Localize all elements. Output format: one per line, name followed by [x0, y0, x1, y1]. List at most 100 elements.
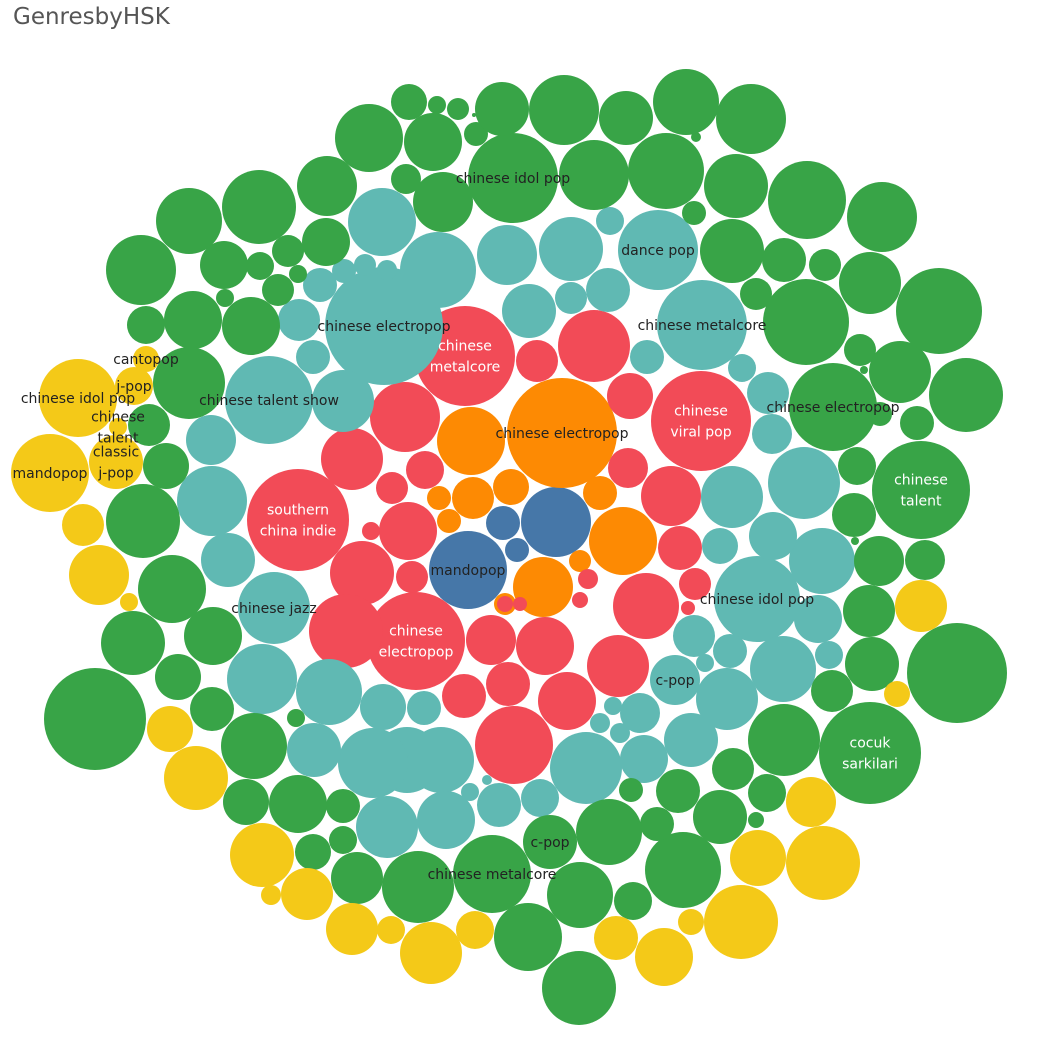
bubble-green[interactable] [287, 709, 305, 727]
bubble-green[interactable] [164, 291, 222, 349]
bubble-yellow[interactable] [89, 435, 143, 489]
bubble-red[interactable] [516, 340, 558, 382]
bubble-red[interactable] [379, 502, 437, 560]
bubble-green[interactable] [838, 447, 876, 485]
bubble-teal[interactable] [789, 528, 855, 594]
bubble-yellow[interactable] [704, 885, 778, 959]
bubble-red[interactable] [396, 561, 428, 593]
bubble-green[interactable] [106, 235, 176, 305]
bubble-green[interactable] [529, 75, 599, 145]
bubble-orange[interactable] [437, 509, 461, 533]
bubble-green[interactable] [704, 154, 768, 218]
bubble-green[interactable] [143, 443, 189, 489]
bubble-teal[interactable] [815, 641, 843, 669]
bubble-green[interactable] [184, 607, 242, 665]
bubble-green[interactable] [127, 306, 165, 344]
bubble-teal[interactable] [618, 210, 698, 290]
bubble-green[interactable] [153, 347, 225, 419]
bubble-green[interactable] [326, 789, 360, 823]
bubble-teal[interactable] [650, 655, 700, 705]
bubble-teal[interactable] [482, 775, 492, 785]
bubble-red[interactable] [370, 382, 440, 452]
bubble-teal[interactable] [303, 268, 337, 302]
bubble-green[interactable] [382, 851, 454, 923]
bubble-orange[interactable] [452, 477, 494, 519]
bubble-green[interactable] [329, 826, 357, 854]
bubble-teal[interactable] [657, 280, 747, 370]
bubble-green[interactable] [542, 951, 616, 1025]
bubble-green[interactable] [44, 668, 146, 770]
bubble-red[interactable] [538, 672, 596, 730]
bubble-teal[interactable] [539, 217, 603, 281]
bubble-teal[interactable] [461, 783, 479, 801]
bubble-green[interactable] [494, 903, 562, 971]
bubble-teal[interactable] [407, 691, 441, 725]
bubble-orange[interactable] [589, 507, 657, 575]
bubble-teal[interactable] [296, 659, 362, 725]
bubble-teal[interactable] [477, 783, 521, 827]
bubble-red[interactable] [558, 310, 630, 382]
bubble-green[interactable] [900, 406, 934, 440]
bubble-green[interactable] [839, 252, 901, 314]
bubble-red[interactable] [572, 592, 588, 608]
bubble-green[interactable] [331, 852, 383, 904]
bubble-teal[interactable] [502, 284, 556, 338]
bubble-orange[interactable] [437, 407, 505, 475]
bubble-teal[interactable] [377, 260, 397, 280]
bubble-red[interactable] [516, 617, 574, 675]
bubble-yellow[interactable] [730, 830, 786, 886]
bubble-teal[interactable] [590, 713, 610, 733]
bubble-yellow[interactable] [261, 885, 281, 905]
bubble-green[interactable] [523, 815, 577, 869]
bubble-red[interactable] [608, 448, 648, 488]
bubble-red[interactable] [367, 592, 465, 690]
bubble-red[interactable] [513, 597, 527, 611]
bubble-green[interactable] [106, 484, 180, 558]
bubble-green[interactable] [128, 404, 170, 446]
bubble-green[interactable] [907, 623, 1007, 723]
bubble-teal[interactable] [521, 779, 559, 817]
bubble-teal[interactable] [673, 615, 715, 657]
bubble-yellow[interactable] [164, 746, 228, 810]
bubble-green[interactable] [190, 687, 234, 731]
bubble-green[interactable] [869, 341, 931, 403]
bubble-yellow[interactable] [786, 777, 836, 827]
bubble-green[interactable] [748, 812, 764, 828]
bubble-green[interactable] [464, 122, 488, 146]
bubble-green[interactable] [682, 201, 706, 225]
bubble-green[interactable] [628, 133, 704, 209]
bubble-teal[interactable] [312, 370, 374, 432]
bubble-teal[interactable] [696, 654, 714, 672]
bubble-yellow[interactable] [456, 911, 494, 949]
bubble-teal[interactable] [696, 668, 758, 730]
bubble-green[interactable] [289, 265, 307, 283]
bubble-green[interactable] [391, 164, 421, 194]
bubble-red[interactable] [681, 601, 695, 615]
bubble-green[interactable] [428, 96, 446, 114]
bubble-green[interactable] [222, 297, 280, 355]
bubble-teal[interactable] [610, 723, 630, 743]
bubble-blue[interactable] [486, 506, 520, 540]
bubble-green[interactable] [693, 790, 747, 844]
bubble-orange[interactable] [507, 378, 617, 488]
bubble-green[interactable] [716, 84, 786, 154]
bubble-yellow[interactable] [39, 359, 117, 437]
bubble-teal[interactable] [201, 533, 255, 587]
bubble-teal[interactable] [186, 415, 236, 465]
bubble-red[interactable] [607, 373, 653, 419]
bubble-green[interactable] [138, 555, 206, 623]
bubble-red[interactable] [613, 573, 679, 639]
bubble-yellow[interactable] [133, 346, 159, 372]
bubble-yellow[interactable] [884, 681, 910, 707]
bubble-green[interactable] [832, 493, 876, 537]
bubble-teal[interactable] [296, 340, 330, 374]
bubble-teal[interactable] [360, 684, 406, 730]
bubble-orange[interactable] [583, 476, 617, 510]
bubble-yellow[interactable] [326, 903, 378, 955]
bubble-green[interactable] [599, 91, 653, 145]
bubble-teal[interactable] [356, 796, 418, 858]
bubble-green[interactable] [335, 104, 403, 172]
bubble-teal[interactable] [477, 225, 537, 285]
bubble-green[interactable] [453, 835, 531, 913]
bubble-yellow[interactable] [635, 928, 693, 986]
